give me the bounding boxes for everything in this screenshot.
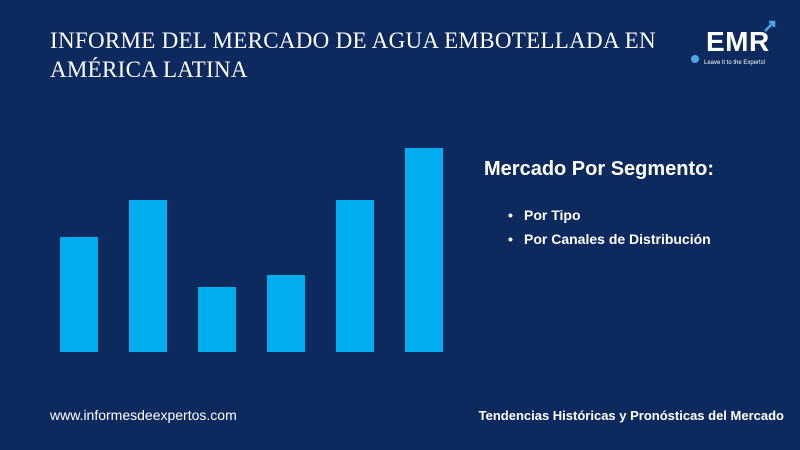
segment-item-canales: Por Canales de Distribución [508,227,711,251]
website-link[interactable]: www.informesdeexpertos.com [50,407,237,423]
bar-chart [60,148,443,352]
bar-3 [198,287,236,352]
segment-list: Por Tipo Por Canales de Distribución [508,203,711,251]
logo-name: EMR [706,26,770,57]
logo-tagline: Leave it to the Experts! [704,60,766,66]
bar-6 [405,148,443,352]
bar-1 [60,237,98,352]
emr-logo: EMR Leave it to the Experts! [690,18,790,76]
bar-2 [129,200,167,352]
arrow-up-icon [764,20,776,32]
footer-tagline: Tendencias Históricas y Pronósticas del … [478,408,784,423]
bar-5 [336,200,374,352]
segment-heading: Mercado Por Segmento: [484,158,715,180]
segment-item-por-tipo: Por Tipo [508,203,711,227]
bar-4 [267,275,305,352]
logo-dot-icon [691,55,699,63]
page-title: INFORME DEL MERCADO DE AGUA EMBOTELLADA … [50,28,656,82]
